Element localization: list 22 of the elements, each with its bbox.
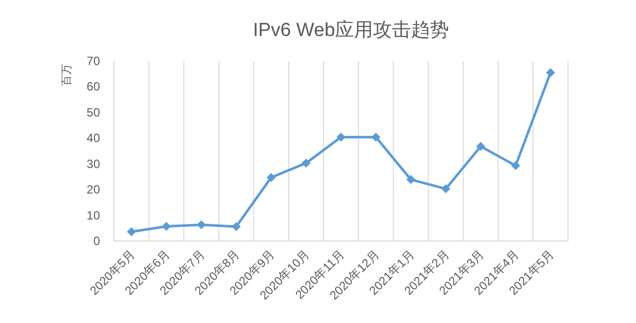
point <box>546 68 556 78</box>
y-axis-title: 百万 <box>61 64 73 86</box>
y-tick-label: 40 <box>86 131 100 146</box>
point <box>336 132 346 142</box>
point <box>232 222 241 232</box>
y-tick-label: 20 <box>86 182 100 197</box>
y-tick-label: 0 <box>93 234 100 248</box>
point <box>266 172 276 182</box>
point <box>441 184 450 194</box>
y-tick-label: 10 <box>86 208 100 222</box>
point <box>406 175 416 184</box>
point <box>476 142 486 151</box>
y-tick-label: 50 <box>86 105 100 120</box>
y-tick-label: 30 <box>86 156 100 171</box>
point <box>162 222 171 231</box>
point <box>302 158 311 168</box>
y-tick-label: 60 <box>86 80 100 94</box>
point <box>126 227 136 236</box>
chart-title: IPv6 Web应用攻击趋势 <box>252 19 450 41</box>
y-tick-label: 70 <box>86 54 100 68</box>
point <box>196 220 206 230</box>
point <box>511 161 520 170</box>
